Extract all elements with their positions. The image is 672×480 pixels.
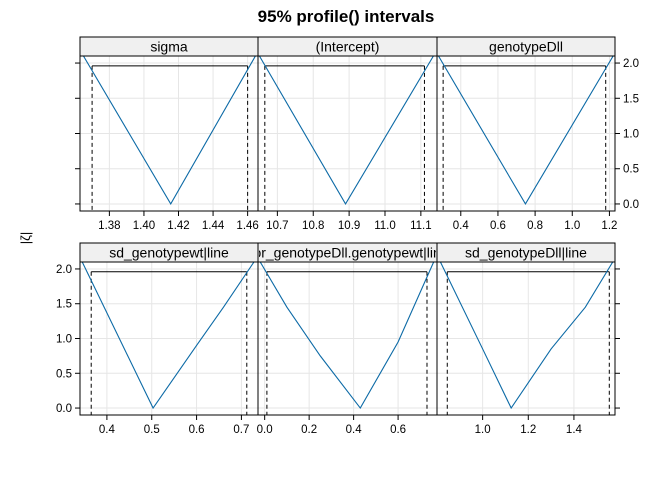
panel-marks: [258, 56, 434, 211]
x-tick-label: 1.38: [98, 220, 120, 232]
x-tick-label: 0.4: [99, 424, 116, 436]
strip-background: [436, 242, 616, 263]
profile-curve: [81, 262, 255, 410]
x-tick-label: 0.8: [527, 220, 543, 232]
x-tick-label: 1.0: [475, 424, 491, 436]
x-tick-label: 0.7: [233, 424, 249, 436]
strip-label: sd_genotypeDll|line: [465, 245, 587, 261]
strip-label: cor_genotypeDll.genotypewt|line: [246, 245, 448, 261]
x-tick-label: 0.2: [301, 424, 317, 436]
x-tick-label: 1.44: [202, 220, 225, 232]
y-tick-label: 1.5: [56, 299, 72, 311]
x-tick-label: 1.42: [167, 220, 189, 232]
y-tick-label: 2.0: [56, 264, 72, 276]
strip-label: sd_genotypewt|line: [109, 245, 229, 261]
profile-curve: [82, 56, 256, 206]
x-tick-label: 0.6: [490, 220, 506, 232]
y-tick-label: 0.5: [623, 164, 639, 176]
x-tick-label: 0.5: [144, 424, 160, 436]
x-tick-label: 1.2: [520, 424, 536, 436]
y-tick-label: 0.0: [56, 403, 72, 415]
panel-3: genotypeDll 0.4 0.6 0.8 1.0 1.2 0.0 0.5 1.0 1.5 2.…: [436, 36, 639, 232]
panel-4: sd_genotypewt|line 0.4 0.5 0.6 0.7 0.0 0.5 1.0 1…: [56, 242, 259, 436]
panels-group: sigma 1.38 1.40 1.42 1.44 1.46 (Intercept) 10.7…: [56, 36, 639, 436]
profile-curve: [439, 262, 614, 410]
x-tick-label: 11.1: [410, 220, 432, 232]
panel-marks: [82, 56, 256, 211]
x-tick-label: 1.0: [564, 220, 580, 232]
x-tick-label: 1.46: [236, 220, 258, 232]
x-tick-label: 1.40: [133, 220, 155, 232]
profile-curve: [438, 56, 614, 206]
x-tick-label: 0.4: [346, 424, 363, 436]
y-tick-label: 1.0: [56, 334, 72, 346]
profile-curve: [259, 262, 435, 410]
panel-marks: [81, 262, 255, 415]
strip-background: [436, 36, 616, 57]
panel-marks: [259, 262, 435, 415]
x-tick-label: 0.0: [257, 424, 273, 436]
y-tick-label: 2.0: [623, 58, 639, 70]
x-tick-label: 0.6: [390, 424, 406, 436]
y-axis-label: |ζ|: [18, 232, 33, 245]
x-tick-label: 1.2: [601, 220, 617, 232]
panel-marks: [438, 56, 614, 211]
chart-title: 95% profile() intervals: [258, 7, 435, 26]
y-tick-label: 1.0: [623, 129, 639, 141]
x-tick-label: 11.0: [374, 220, 396, 232]
y-tick-label: 0.0: [623, 199, 639, 211]
panel-5: cor_genotypeDll.genotypewt|line 0.0 0.2 0.4…: [246, 242, 448, 436]
panel-6: sd_genotypeDll|line 1.0 1.2 1.4: [436, 242, 620, 436]
x-tick-label: 10.7: [266, 220, 288, 232]
x-tick-label: 1.4: [566, 424, 583, 436]
strip-label: genotypeDll: [489, 39, 563, 55]
y-tick-label: 1.5: [623, 93, 639, 105]
panel-marks: [439, 262, 614, 415]
strip-label: (Intercept): [316, 39, 380, 55]
profile-curve: [258, 56, 434, 206]
x-tick-label: 0.6: [189, 424, 205, 436]
x-tick-label: 0.4: [453, 220, 470, 232]
strip-label: sigma: [150, 39, 188, 55]
panel-1: sigma 1.38 1.40 1.42 1.44 1.46: [75, 36, 259, 232]
y-tick-label: 0.5: [56, 368, 72, 380]
x-tick-label: 10.8: [302, 220, 324, 232]
panel-2: (Intercept) 10.7 10.8 10.9 11.0 11.1: [257, 36, 438, 232]
x-tick-label: 10.9: [338, 220, 360, 232]
